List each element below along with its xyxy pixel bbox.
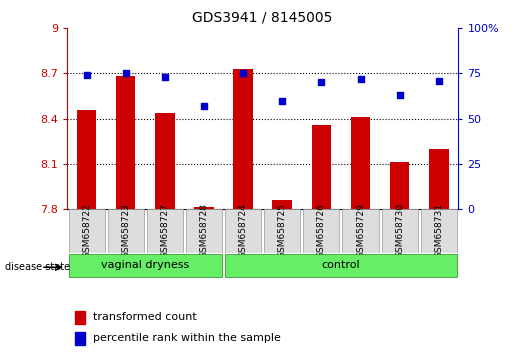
- Bar: [68, 254, 222, 276]
- Bar: [116, 76, 135, 209]
- Bar: [108, 209, 144, 253]
- Text: GSM658730: GSM658730: [395, 204, 404, 258]
- Text: disease state: disease state: [5, 262, 70, 272]
- Point: [161, 74, 169, 80]
- Bar: [75, 311, 85, 324]
- Point: [396, 92, 404, 98]
- Title: GDS3941 / 8145005: GDS3941 / 8145005: [193, 10, 333, 24]
- Text: percentile rank within the sample: percentile rank within the sample: [93, 333, 281, 343]
- Bar: [75, 332, 85, 345]
- Point: [239, 70, 247, 76]
- Bar: [351, 117, 370, 209]
- Text: GSM658727: GSM658727: [160, 204, 169, 258]
- Text: vaginal dryness: vaginal dryness: [101, 260, 190, 270]
- Text: control: control: [321, 260, 360, 270]
- Bar: [303, 209, 339, 253]
- Text: GSM658728: GSM658728: [199, 204, 209, 258]
- Bar: [225, 254, 457, 276]
- Text: GSM658723: GSM658723: [121, 204, 130, 258]
- Text: transformed count: transformed count: [93, 312, 197, 322]
- Bar: [272, 200, 292, 209]
- Bar: [68, 209, 105, 253]
- Text: GSM658729: GSM658729: [356, 204, 365, 258]
- Point: [278, 98, 286, 103]
- Bar: [421, 209, 457, 253]
- Bar: [342, 209, 379, 253]
- Text: GSM658731: GSM658731: [434, 204, 443, 258]
- Text: GSM658722: GSM658722: [82, 204, 91, 258]
- Bar: [194, 207, 214, 209]
- Text: GSM658724: GSM658724: [238, 204, 248, 258]
- Bar: [225, 209, 261, 253]
- Bar: [155, 113, 175, 209]
- Bar: [77, 109, 96, 209]
- Point: [435, 78, 443, 84]
- Point: [122, 70, 130, 76]
- Bar: [186, 209, 222, 253]
- Text: GSM658725: GSM658725: [278, 204, 287, 258]
- Point: [356, 76, 365, 82]
- Point: [317, 80, 325, 85]
- Bar: [382, 209, 418, 253]
- Bar: [264, 209, 300, 253]
- Bar: [312, 125, 331, 209]
- Bar: [390, 162, 409, 209]
- Bar: [233, 69, 253, 209]
- Bar: [147, 209, 183, 253]
- Bar: [429, 149, 449, 209]
- Point: [82, 73, 91, 78]
- Point: [200, 103, 208, 109]
- Text: GSM658726: GSM658726: [317, 204, 326, 258]
